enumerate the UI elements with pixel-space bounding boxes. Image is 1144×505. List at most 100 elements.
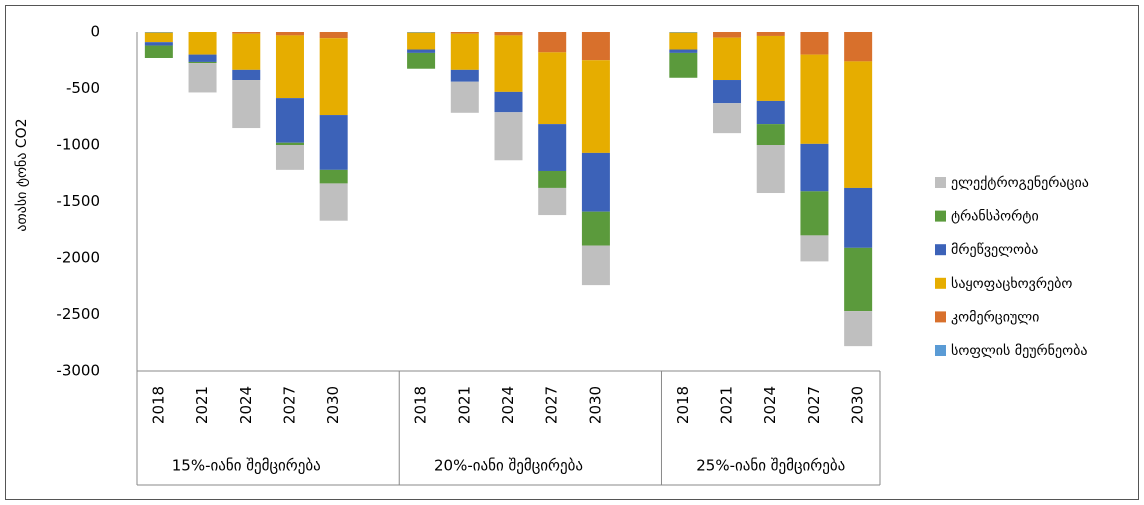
bar bbox=[538, 32, 567, 53]
bar bbox=[844, 187, 873, 248]
bar bbox=[800, 32, 829, 55]
y-tick-label: -2500 bbox=[56, 305, 100, 323]
bar bbox=[232, 80, 261, 129]
x-tick-label: 2030 bbox=[324, 386, 342, 424]
bar bbox=[188, 32, 217, 55]
bar bbox=[800, 235, 829, 262]
legend-swatch bbox=[935, 177, 946, 188]
group-label: 15%-იანი შემცირება bbox=[172, 457, 321, 475]
x-tick-label: 2024 bbox=[237, 386, 255, 424]
bar bbox=[144, 42, 173, 46]
bar bbox=[319, 183, 348, 221]
bar bbox=[669, 32, 698, 33]
y-tick-label: -1000 bbox=[56, 136, 100, 154]
bar bbox=[275, 98, 304, 143]
bar bbox=[188, 54, 217, 62]
bar bbox=[581, 211, 610, 246]
bar bbox=[844, 61, 873, 188]
bar bbox=[144, 32, 173, 33]
bar bbox=[319, 115, 348, 170]
legend-label: მრეწველობა bbox=[951, 241, 1038, 258]
bar bbox=[407, 52, 436, 69]
y-tick-label: -500 bbox=[66, 79, 100, 97]
y-tick-label: -3000 bbox=[56, 362, 100, 380]
bar bbox=[713, 37, 742, 81]
bar bbox=[756, 32, 785, 36]
x-tick-label: 2021 bbox=[455, 386, 473, 424]
x-tick-label: 2024 bbox=[499, 386, 517, 424]
legend-swatch bbox=[935, 345, 946, 356]
bar bbox=[581, 60, 610, 153]
y-tick-label: 0 bbox=[90, 23, 100, 41]
bar bbox=[319, 32, 348, 39]
legend-label: ტრანსპორტი bbox=[951, 208, 1039, 225]
x-tick-label: 2018 bbox=[149, 386, 167, 424]
bar bbox=[232, 32, 261, 34]
bar bbox=[319, 38, 348, 116]
bar bbox=[581, 152, 610, 212]
x-tick-label: 2024 bbox=[761, 386, 779, 424]
y-axis-label: ათასი ტონა CO2 bbox=[14, 118, 30, 231]
bar bbox=[756, 124, 785, 145]
legend-swatch bbox=[935, 311, 946, 323]
x-tick-label: 2027 bbox=[280, 386, 298, 424]
bar bbox=[669, 52, 698, 78]
bar bbox=[450, 32, 479, 34]
bar bbox=[581, 32, 610, 61]
bar bbox=[188, 61, 217, 64]
bar bbox=[800, 54, 829, 144]
bar bbox=[275, 32, 304, 36]
legend-label: ელექტროგენერაცია bbox=[951, 174, 1089, 191]
bar bbox=[319, 169, 348, 184]
x-tick-label: 2021 bbox=[718, 386, 736, 424]
bar bbox=[844, 247, 873, 312]
bar bbox=[494, 35, 523, 92]
bar bbox=[756, 35, 785, 101]
bar bbox=[713, 80, 742, 104]
legend-label: კომერციული bbox=[951, 308, 1039, 325]
bar bbox=[275, 145, 304, 170]
bar bbox=[756, 100, 785, 125]
bar bbox=[275, 142, 304, 145]
bar bbox=[756, 145, 785, 194]
legend-label: სოფლის მეურნეობა bbox=[951, 342, 1087, 359]
bar bbox=[538, 170, 567, 188]
group-label: 25%-იანი შემცირება bbox=[696, 457, 845, 475]
bar bbox=[144, 45, 173, 58]
bar bbox=[450, 81, 479, 113]
bar bbox=[232, 69, 261, 81]
legend-label: საყოფაცხოვრებო bbox=[951, 275, 1072, 292]
bar bbox=[188, 63, 217, 93]
bar bbox=[494, 32, 523, 36]
bar bbox=[669, 49, 698, 53]
x-tick-label: 2030 bbox=[586, 386, 604, 424]
bar bbox=[450, 69, 479, 82]
group-label: 20%-იანი შემცირება bbox=[434, 457, 583, 475]
x-tick-label: 2018 bbox=[674, 386, 692, 424]
bar bbox=[538, 187, 567, 216]
x-tick-label: 2018 bbox=[412, 386, 430, 424]
bar bbox=[407, 32, 436, 33]
x-tick-label: 2021 bbox=[193, 386, 211, 424]
bar bbox=[275, 35, 304, 99]
bar bbox=[407, 49, 436, 53]
bar bbox=[232, 33, 261, 70]
bar bbox=[713, 103, 742, 134]
bar bbox=[538, 52, 567, 125]
y-tick-label: -1500 bbox=[56, 192, 100, 210]
bar bbox=[494, 112, 523, 161]
bar bbox=[450, 33, 479, 70]
legend-swatch bbox=[935, 210, 946, 222]
bar bbox=[407, 32, 436, 50]
bar bbox=[494, 91, 523, 113]
x-tick-label: 2027 bbox=[543, 386, 561, 424]
bar bbox=[581, 245, 610, 286]
y-tick-label: -2000 bbox=[56, 249, 100, 267]
bar bbox=[800, 191, 829, 236]
bar bbox=[144, 32, 173, 43]
bar bbox=[669, 32, 698, 50]
bar bbox=[538, 124, 567, 171]
bar bbox=[713, 32, 742, 38]
x-tick-label: 2030 bbox=[849, 386, 867, 424]
